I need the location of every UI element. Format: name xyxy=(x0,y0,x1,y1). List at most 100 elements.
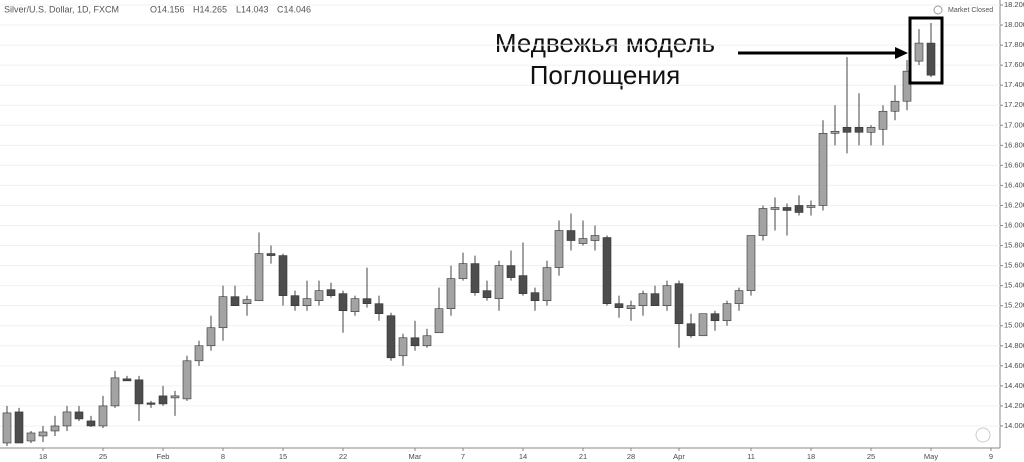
x-tick-label: 25 xyxy=(99,452,107,461)
candle-body xyxy=(722,303,732,322)
header-open: O14.156 xyxy=(150,4,185,14)
candle-body xyxy=(350,298,360,312)
candle-body xyxy=(158,395,168,405)
x-tick-label: 11 xyxy=(747,452,755,461)
candle-body xyxy=(362,298,372,304)
candle-body xyxy=(422,335,432,347)
info-icon[interactable] xyxy=(933,5,943,15)
candle-body xyxy=(662,285,672,306)
x-tick-label: May xyxy=(924,452,938,461)
candle-body xyxy=(290,295,300,306)
candle-body xyxy=(854,126,864,133)
candle-body xyxy=(806,205,816,208)
candle-body xyxy=(458,263,468,279)
candle-body xyxy=(782,207,792,211)
x-tick-label: 14 xyxy=(519,452,527,461)
candle-body xyxy=(182,360,192,400)
candle-body xyxy=(122,378,132,382)
candle-body xyxy=(302,298,312,306)
x-tick-label: 8 xyxy=(221,452,225,461)
header-close: C14.046 xyxy=(277,4,311,14)
y-tick-label: 16.000 xyxy=(1004,220,1024,229)
candle-body xyxy=(278,255,288,296)
candle-body xyxy=(578,238,588,244)
annotation-arrowhead xyxy=(895,47,908,59)
candle-body xyxy=(134,379,144,405)
candle-body xyxy=(482,290,492,298)
candle-body xyxy=(170,395,180,399)
candle-body xyxy=(470,263,480,293)
candle-body xyxy=(2,412,12,444)
candle-body xyxy=(890,100,900,112)
y-tick-label: 17.200 xyxy=(1004,100,1024,109)
candle-body xyxy=(734,290,744,304)
candle-body xyxy=(770,207,780,210)
y-tick-label: 17.000 xyxy=(1004,120,1024,129)
x-tick-label: 7 xyxy=(461,452,465,461)
candle-body xyxy=(842,126,852,133)
scroll-button[interactable] xyxy=(975,427,991,443)
x-tick-label: 9 xyxy=(989,452,993,461)
candle-body xyxy=(914,42,924,62)
candle-body xyxy=(818,132,828,206)
x-tick-label: 22 xyxy=(339,452,347,461)
x-tick-label: 18 xyxy=(807,452,815,461)
candle-body xyxy=(62,411,72,427)
x-tick-label: 28 xyxy=(627,452,635,461)
candle-body xyxy=(542,267,552,301)
y-tick-label: 15.400 xyxy=(1004,281,1024,290)
y-tick-label: 14.600 xyxy=(1004,361,1024,370)
candle-body xyxy=(50,425,60,432)
candle-body xyxy=(110,377,120,407)
x-tick-label: 15 xyxy=(279,452,287,461)
candle-body xyxy=(602,237,612,304)
y-tick-label: 14.000 xyxy=(1004,421,1024,430)
y-tick-label: 18.200 xyxy=(1004,0,1024,9)
y-tick-label: 17.800 xyxy=(1004,40,1024,49)
candle-body xyxy=(638,293,648,306)
header-high: H14.265 xyxy=(193,4,227,14)
candle-body xyxy=(830,130,840,134)
candle-body xyxy=(386,315,396,359)
candle-body xyxy=(758,208,768,236)
candle-body xyxy=(398,337,408,357)
candle-body xyxy=(494,265,504,299)
y-tick-label: 15.000 xyxy=(1004,321,1024,330)
y-tick-label: 17.400 xyxy=(1004,80,1024,89)
candle-body xyxy=(506,265,516,278)
candle-body xyxy=(554,230,564,268)
annotation-line: Медвежья модель xyxy=(495,28,715,58)
candle-body xyxy=(230,296,240,306)
y-tick-label: 14.400 xyxy=(1004,381,1024,390)
x-tick-label: 21 xyxy=(579,452,587,461)
candle-body xyxy=(626,305,636,309)
y-tick-label: 15.200 xyxy=(1004,301,1024,310)
y-tick-label: 18.000 xyxy=(1004,20,1024,29)
candle-body xyxy=(878,110,888,130)
candle-body xyxy=(14,411,24,444)
candle-body xyxy=(374,303,384,315)
y-tick-label: 16.600 xyxy=(1004,160,1024,169)
candle-body xyxy=(686,323,696,337)
x-tick-label: 25 xyxy=(867,452,875,461)
candle-body xyxy=(194,345,204,362)
y-tick-label: 15.600 xyxy=(1004,261,1024,270)
candle-body xyxy=(794,205,804,213)
y-tick-label: 16.200 xyxy=(1004,200,1024,209)
candle-body xyxy=(710,313,720,322)
y-tick-label: 15.800 xyxy=(1004,241,1024,250)
candle-body xyxy=(266,253,276,256)
candle-body xyxy=(146,402,156,405)
candle-body xyxy=(86,420,96,427)
candle-body xyxy=(902,70,912,102)
candle-body xyxy=(674,283,684,325)
candle-body xyxy=(206,327,216,347)
candle-body xyxy=(26,432,36,442)
x-tick-label: Mar xyxy=(409,452,422,461)
candle-body xyxy=(434,308,444,334)
candle-body xyxy=(338,293,348,311)
candle-body xyxy=(74,411,84,420)
y-tick-label: 16.400 xyxy=(1004,180,1024,189)
candle-body xyxy=(698,313,708,337)
